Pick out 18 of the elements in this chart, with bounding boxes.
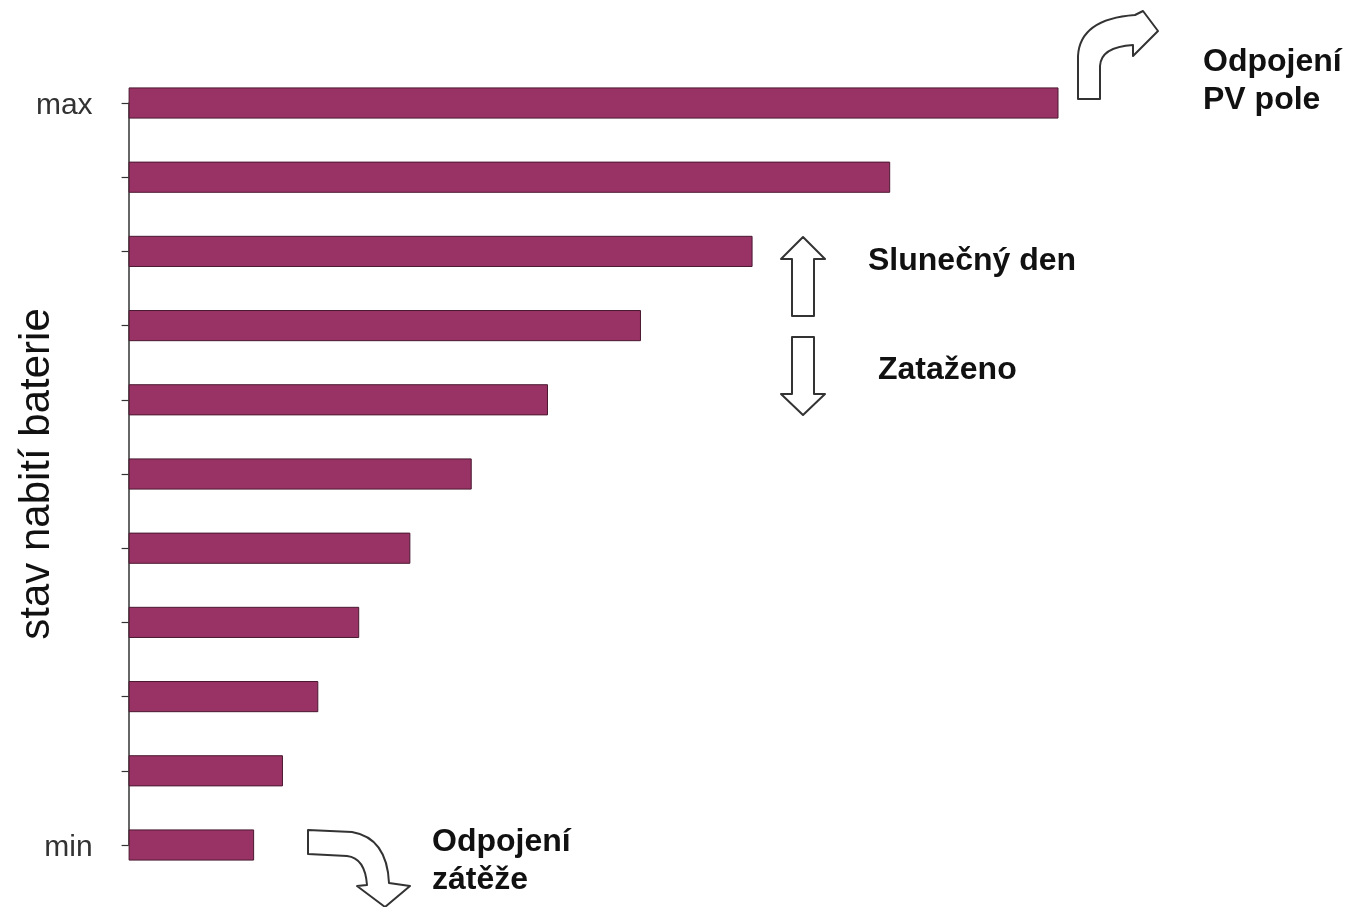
bar — [128, 755, 283, 787]
text: Odpojení PV pole — [1203, 42, 1349, 116]
bar — [128, 606, 360, 638]
y-axis-title: stav nabití baterie — [11, 308, 59, 640]
bar — [128, 681, 319, 713]
bar — [128, 384, 548, 416]
bar — [128, 87, 1059, 119]
annotation: Slunečný den — [868, 241, 1077, 277]
annotation: Zataženo — [878, 350, 1017, 386]
bar — [128, 310, 641, 342]
bar — [128, 235, 753, 267]
bar — [128, 161, 891, 193]
annotation: Odpojení zátěže — [432, 822, 580, 896]
bar — [128, 458, 472, 490]
y-tick-label: max — [35, 86, 93, 120]
bar — [128, 829, 255, 861]
bar — [128, 532, 411, 564]
y-tick-label: min — [44, 828, 93, 862]
